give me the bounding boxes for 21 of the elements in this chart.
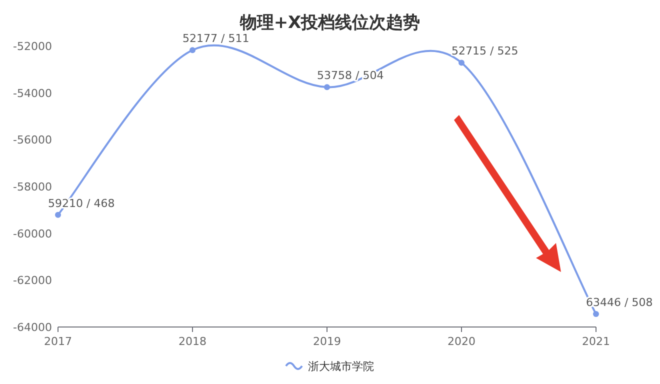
annotation: 52177 / 511 — [182, 32, 250, 46]
x-tick-label: 2017 — [44, 335, 72, 348]
y-tick-label: -62000 — [13, 274, 52, 288]
y-tick-label: -56000 — [13, 134, 52, 147]
point — [190, 47, 196, 54]
y-tick-label: -52000 — [13, 40, 52, 53]
x-tick-label: 2020 — [448, 335, 476, 348]
point — [55, 212, 61, 218]
y-tick-label: -54000 — [13, 86, 52, 100]
y-tick-label: -60000 — [13, 227, 52, 240]
point — [458, 60, 464, 66]
annotation: 52715 / 525 — [452, 44, 518, 58]
y-tick-label: -64000 — [13, 321, 52, 334]
x-tick-label: 2021 — [582, 335, 610, 348]
x-tick-label: 2019 — [313, 335, 341, 348]
y-tick-label: -58000 — [13, 180, 52, 194]
legend-label: 浙大城市学院 — [308, 360, 374, 373]
chart-title: 物理+X投档线位次趋势 — [238, 13, 420, 33]
point — [324, 84, 330, 90]
point — [593, 311, 599, 318]
x-tick-label: 2018 — [178, 335, 206, 348]
